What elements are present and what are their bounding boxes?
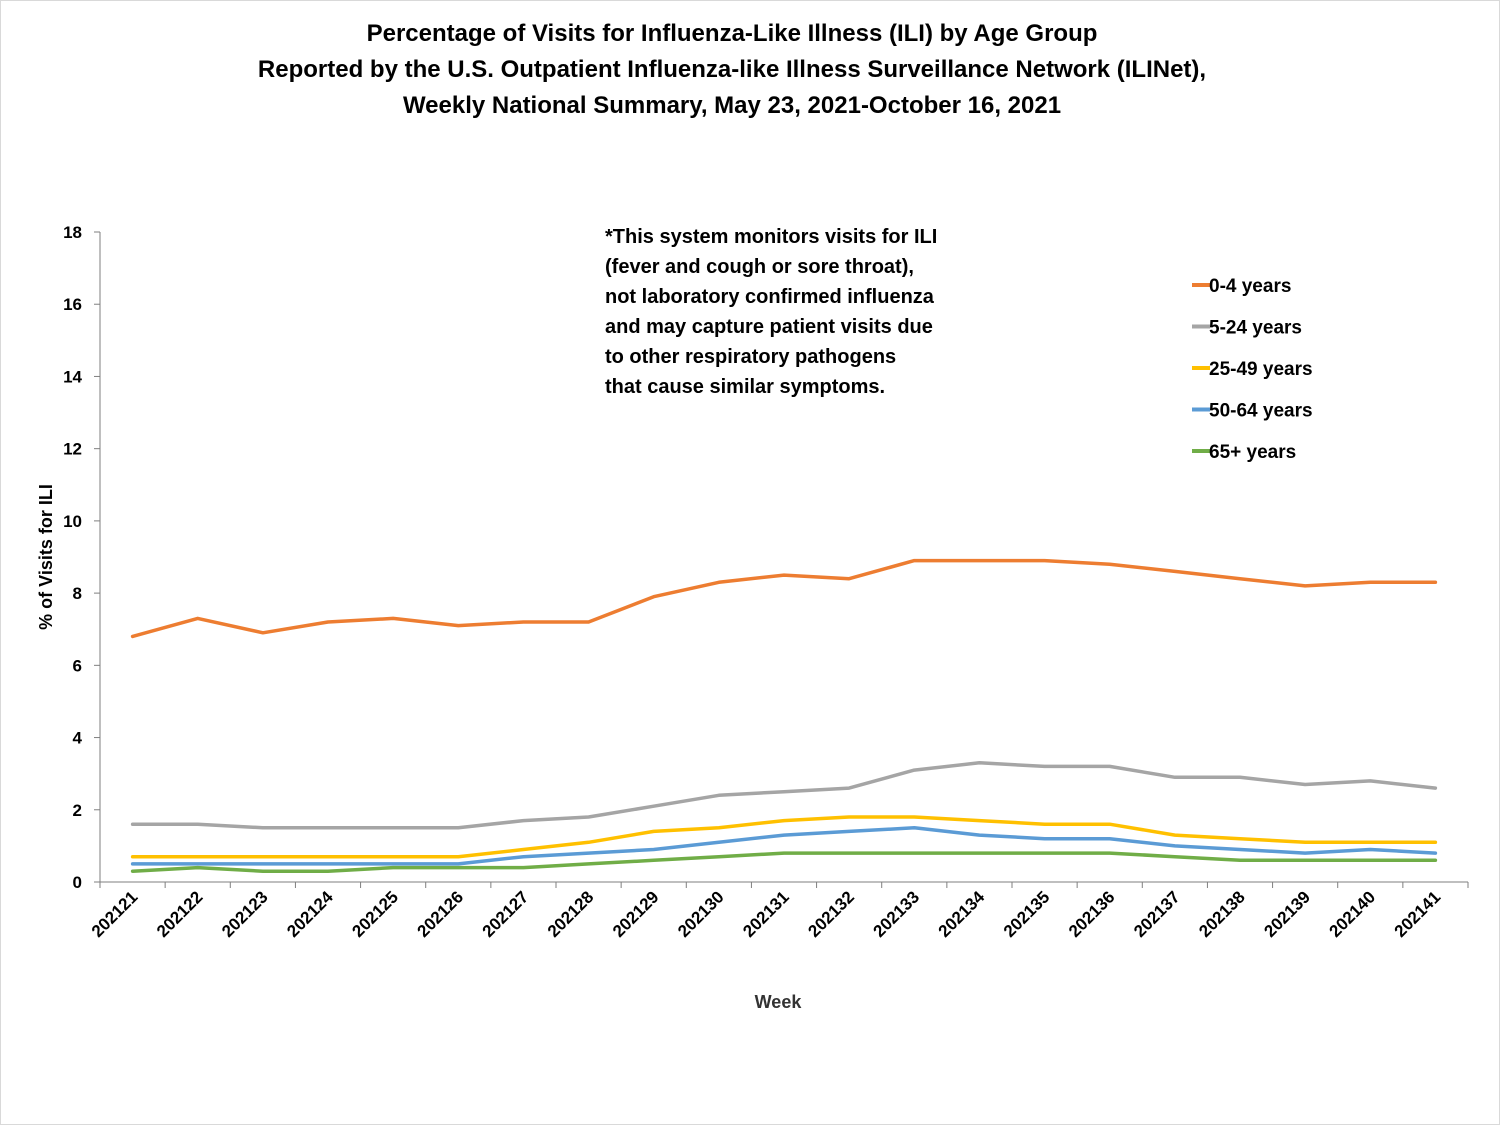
x-tick-label: 202136 xyxy=(1065,887,1119,941)
x-tick-label: 202123 xyxy=(218,887,272,941)
x-axis-title: Week xyxy=(755,992,803,1012)
y-tick-label: 4 xyxy=(73,729,83,748)
x-tick-label: 202122 xyxy=(153,887,207,941)
y-tick-label: 2 xyxy=(73,801,82,820)
legend-label-0-4-years: 0-4 years xyxy=(1209,276,1291,297)
x-tick-label: 202139 xyxy=(1260,887,1314,941)
series-line-0-4-years xyxy=(130,558,1438,639)
y-axis-title: % of Visits for ILI xyxy=(36,484,56,630)
y-tick-label: 18 xyxy=(63,223,82,242)
x-tick-label: 202129 xyxy=(609,887,663,941)
y-tick-label: 0 xyxy=(73,873,82,892)
annotation-line-4: and may capture patient visits due xyxy=(605,316,933,338)
y-tick-label: 16 xyxy=(63,295,82,314)
chart-annotation: *This system monitors visits for ILI (fe… xyxy=(605,222,1025,402)
x-tick-label: 202124 xyxy=(283,887,337,941)
annotation-line-2: (fever and cough or sore throat), xyxy=(605,256,914,278)
x-tick-label: 202126 xyxy=(414,887,468,941)
series-line-50-64-years xyxy=(130,826,1438,866)
x-tick-label: 202138 xyxy=(1195,887,1249,941)
y-tick-label: 6 xyxy=(73,656,82,675)
y-axis-ticks: 0 2 4 6 8 10 12 14 16 18 xyxy=(63,223,100,892)
y-tick-label: 12 xyxy=(63,440,82,459)
y-tick-label: 8 xyxy=(73,584,82,603)
x-tick-label: 202130 xyxy=(674,887,728,941)
series-line-5-24-years xyxy=(130,761,1438,830)
chart-title-line-2: Reported by the U.S. Outpatient Influenz… xyxy=(257,56,1207,83)
legend-label-5-24-years: 5-24 years xyxy=(1209,318,1302,339)
x-tick-label: 202134 xyxy=(935,887,989,941)
chart-axes xyxy=(99,232,1468,883)
annotation-line-6: that cause similar symptoms. xyxy=(605,376,886,398)
series-line-65plus-years xyxy=(130,851,1438,873)
annotation-line-5: to other respiratory pathogens xyxy=(605,346,897,368)
x-tick-label: 202141 xyxy=(1391,887,1445,941)
series-line-25-49-years xyxy=(130,815,1438,859)
x-axis-ticks: 202121 202122 202123 202124 202125 202126 2021… xyxy=(88,882,1469,941)
y-tick-label: 10 xyxy=(63,512,82,531)
chart-title-line-1: Percentage of Visits for Influenza-Like … xyxy=(366,20,1098,47)
chart-title-line-3: Weekly National Summary, May 23, 2021-Oc… xyxy=(402,92,1062,119)
x-tick-label: 202131 xyxy=(739,887,793,941)
x-tick-label: 202127 xyxy=(479,887,533,941)
x-tick-label: 202133 xyxy=(870,887,924,941)
annotation-line-1: *This system monitors visits for ILI xyxy=(605,226,938,248)
chart-legend: 0-4 years 5-24 years 25-49 years 50-64 year… xyxy=(1192,276,1313,463)
x-tick-label: 202135 xyxy=(1000,887,1054,941)
chart-title: Percentage of Visits for Influenza-Like … xyxy=(0,16,1464,124)
legend-label-50-64-years: 50-64 years xyxy=(1209,401,1313,422)
legend-label-65plus-years: 65+ years xyxy=(1209,442,1296,463)
x-tick-label: 202137 xyxy=(1130,887,1184,941)
legend-label-25-49-years: 25-49 years xyxy=(1209,359,1313,380)
x-tick-label: 202132 xyxy=(804,887,858,941)
chart-series xyxy=(130,558,1438,873)
x-tick-label: 202128 xyxy=(544,887,598,941)
annotation-line-3: not laboratory confirmed influenza xyxy=(605,286,934,308)
x-tick-label: 202121 xyxy=(88,887,142,941)
x-tick-label: 202140 xyxy=(1326,887,1380,941)
x-tick-label: 202125 xyxy=(348,887,402,941)
y-tick-label: 14 xyxy=(63,367,82,386)
